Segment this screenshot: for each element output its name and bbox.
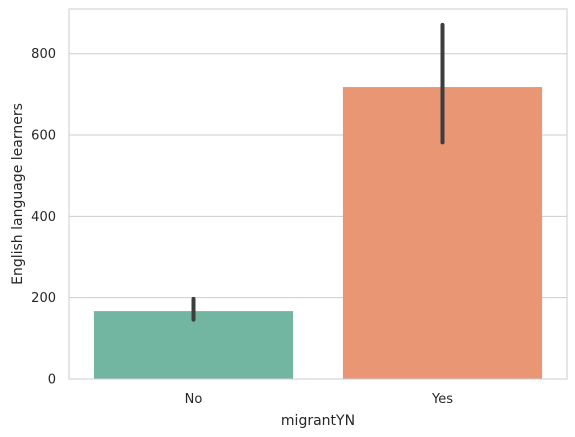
x-axis-label: migrantYN xyxy=(281,413,355,429)
x-tick-label: Yes xyxy=(431,392,453,407)
error-bars xyxy=(191,22,445,322)
x-tick-label: No xyxy=(185,392,203,407)
bars xyxy=(93,87,543,380)
y-tick-label: 800 xyxy=(31,47,56,62)
plot-frame xyxy=(68,8,568,380)
y-tick-label: 200 xyxy=(31,291,56,306)
y-axis-label: English language learners xyxy=(10,103,26,285)
y-tick-label: 0 xyxy=(48,373,56,388)
y-tick-label: 600 xyxy=(31,129,56,144)
y-tick-labels: 0 200 400 600 800 xyxy=(31,47,56,387)
y-tick-label: 400 xyxy=(31,210,56,225)
x-tick-labels: No Yes xyxy=(185,392,454,407)
bar-no xyxy=(93,311,294,379)
